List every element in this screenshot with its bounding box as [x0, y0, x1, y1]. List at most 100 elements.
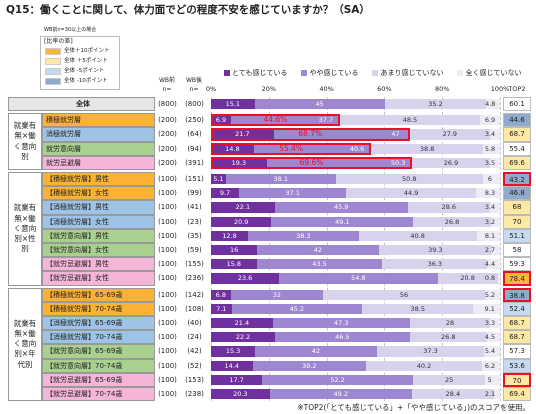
bar-value-label: 42: [313, 246, 323, 254]
bar-segment: [262, 374, 413, 385]
bar-segment: [484, 346, 500, 357]
diff-legend-label: 全体＋10ポイント: [64, 48, 110, 54]
n-header: WB前: [158, 77, 176, 84]
bar-segment: [225, 174, 336, 185]
bar-value-label: 14.4: [224, 361, 240, 370]
row-label: 全体: [8, 97, 155, 112]
group-label: 就業有無×働く意向別×性別: [8, 172, 42, 286]
bar-segment: [253, 143, 372, 154]
diff-legend-swatch: [45, 58, 61, 65]
legend-swatch: [224, 70, 230, 76]
bar-value-label: 40.8: [410, 231, 425, 240]
bar-value-label: 28.4: [445, 390, 461, 398]
row-label: 【就労意向層】男性: [42, 228, 155, 243]
bar-value-label: 6.8: [215, 290, 226, 299]
bar-segment: [211, 273, 280, 284]
bar-value-label: 6: [487, 175, 493, 183]
bar-value-label: 21.7: [235, 130, 250, 139]
bar-value-label: 8.1: [484, 231, 496, 240]
bar-value-label: 26.8: [441, 333, 456, 342]
bar-segment: [271, 216, 414, 227]
bar-value-label: 48.5: [402, 116, 418, 125]
bar-segment: [230, 289, 324, 300]
bar-segment: [490, 129, 500, 140]
bar-segment: [211, 188, 240, 199]
bar-value-label: 35.2: [428, 100, 443, 108]
x-tick-label: 20%: [261, 85, 277, 93]
row-label: 【就労意向層】65-69歳: [42, 344, 155, 359]
bar-segment: [490, 202, 500, 213]
legend-label: とても感じている: [232, 68, 288, 77]
callout-box: [211, 156, 413, 169]
row-label: 【就労意向層】70-74歳: [42, 358, 155, 373]
bar-segment: [272, 318, 410, 329]
bar-segment: [239, 188, 347, 199]
bar-segment: [483, 143, 500, 154]
bar-value-label: 6.9: [215, 116, 227, 125]
bar-value-label: 5.1: [213, 175, 224, 183]
bar-value-label: 12.8: [222, 231, 237, 240]
bar-value-label: 4.5: [484, 333, 496, 342]
bar-value-label: 54.8: [351, 274, 366, 283]
bar-value-label: 19.3: [231, 158, 247, 167]
bar-segment: [411, 389, 494, 400]
n-header: WB後: [185, 77, 203, 84]
row-label: 【就労忌避層】65-69歳: [42, 372, 155, 387]
bar-value-label: 3.4: [484, 130, 496, 139]
bar-segment: [211, 289, 231, 300]
bar-value-label: 14.8: [225, 144, 240, 153]
top2-cell: 38.8: [503, 287, 531, 302]
bar-segment: [413, 216, 491, 227]
bar-value-label: 38.8: [419, 144, 435, 153]
n-after: (35): [187, 231, 202, 240]
bar-segment: [482, 360, 500, 371]
bar-value-label: 50.3: [390, 158, 406, 167]
bar-segment: [255, 346, 377, 357]
bar-segment: [211, 374, 263, 385]
callout-label: 68.7%: [298, 129, 323, 139]
bar-segment: [279, 273, 438, 284]
bar-value-label: 4.4: [484, 260, 496, 269]
bar-segment: [485, 374, 500, 385]
row-label: 【消極就労層】65-69歳: [42, 316, 155, 331]
bar-value-label: 37.3: [423, 347, 438, 356]
row-label: 【積極就労層】70-74歳: [42, 301, 155, 316]
n-before: (100): [158, 347, 177, 356]
group-label: 就業有無×働く意向別×年代別: [8, 287, 42, 402]
bar-value-label: 5.4: [484, 347, 496, 356]
legend-label: 全く感じていない: [465, 68, 522, 77]
row-label: 【就労忌避層】男性: [42, 257, 155, 272]
bar-value-label: 45: [315, 100, 324, 108]
n-before: (200): [158, 116, 177, 125]
bar-segment: [346, 188, 476, 199]
bar-value-label: 6.9: [484, 116, 496, 125]
bar-segment: [473, 303, 500, 314]
n-after: (41): [187, 203, 202, 212]
bar-value-label: 44.9: [403, 189, 419, 198]
bar-value-label: 50.8: [402, 175, 417, 183]
n-after: (64): [187, 130, 202, 139]
bar-segment: [487, 259, 500, 270]
bar-value-label: 2.1: [484, 390, 496, 398]
bar-value-label: 42: [311, 347, 321, 356]
row-label: 【消極就労層】70-74歳: [42, 330, 155, 345]
bar-segment: [492, 245, 500, 256]
bar-segment: [211, 318, 273, 329]
bar-value-label: 38.5: [410, 304, 425, 313]
bar-value-label: 0.8: [484, 274, 496, 283]
bar-value-label: 32: [272, 290, 282, 299]
bar-segment: [211, 143, 254, 154]
top2-cell: 70: [503, 214, 531, 229]
top2-cell: 55.4: [503, 141, 531, 156]
top2-cell: 58: [503, 243, 531, 258]
bar-value-label: 47.3: [333, 319, 349, 327]
bar-segment: [490, 318, 500, 329]
top2-cell: 70: [503, 372, 531, 387]
row-label: 就労忌避層: [42, 155, 155, 170]
bar-value-label: 7.1: [216, 304, 227, 313]
diff-legend-label: 全体 -5ポイント: [64, 68, 105, 74]
bar-segment: [486, 99, 501, 110]
callout-box: [211, 142, 372, 155]
bar-segment: [382, 259, 488, 270]
bar-segment: [409, 318, 491, 329]
